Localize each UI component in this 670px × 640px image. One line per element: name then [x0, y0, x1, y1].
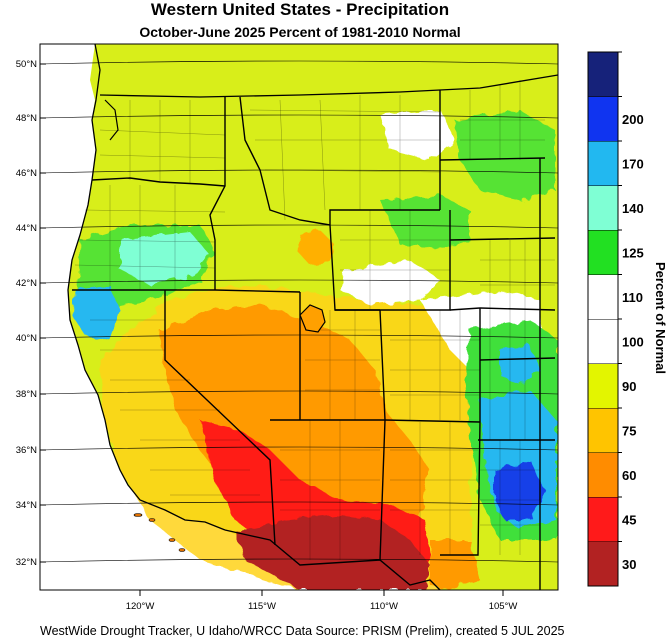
lon-label: 120°W [126, 601, 155, 612]
legend-label: 140 [622, 201, 644, 216]
lat-label: 38°N [16, 389, 37, 400]
legend-label: 60 [622, 468, 636, 483]
map-subtitle: October-June 2025 Percent of 1981-2010 N… [139, 24, 461, 40]
county-lines [74, 80, 555, 560]
legend-swatch [588, 363, 618, 408]
graticule [40, 60, 558, 563]
great-salt-lake [299, 304, 326, 333]
legend-swatch [588, 52, 618, 97]
zone-dry-southeast [430, 540, 480, 590]
latitude-ticks [40, 63, 46, 563]
puget-sound [104, 99, 119, 141]
zone-wet-aqua [120, 232, 210, 285]
zone-wet-northeast [455, 110, 555, 200]
lat-label: 34°N [16, 500, 37, 511]
legend-label: 45 [622, 512, 636, 527]
latitude-labels: 50°N 48°N 46°N 44°N 42°N 40°N 38°N 36°N … [16, 59, 37, 568]
map-title: Western United States - Precipitation [150, 0, 450, 19]
map-frame [39, 43, 559, 591]
legend-frame [587, 51, 619, 587]
lon-label: 105°W [489, 601, 518, 612]
legend-swatch [588, 185, 618, 230]
legend-label: 30 [622, 557, 636, 572]
state-boundaries [72, 90, 556, 590]
legend-label: 100 [622, 334, 644, 349]
legend-label: 200 [622, 112, 644, 127]
lon-label: 115°W [248, 601, 276, 612]
lat-label: 32°N [16, 557, 37, 568]
coastline [67, 44, 226, 531]
legend-swatch [588, 96, 618, 141]
legend-label: 75 [622, 423, 636, 438]
longitude-ticks [139, 590, 504, 596]
legend-swatch [588, 274, 618, 319]
legend-swatch [588, 141, 618, 186]
legend-label: 90 [622, 379, 636, 394]
legend-title: Percent of Normal [653, 262, 668, 374]
zone-normal-north [340, 260, 440, 305]
zone-wet-north [380, 195, 470, 250]
legend-swatch [588, 319, 618, 364]
zone-dry-north [298, 230, 335, 265]
longitude-labels: 120°W 115°W 110°W 105°W [126, 601, 518, 612]
legend-swatch [588, 541, 618, 586]
lat-label: 42°N [16, 278, 37, 289]
legend-colorbar: 30 45 60 75 90 100 110 125 140 170 200 [588, 51, 644, 586]
zone-wet-lightblue-west [72, 285, 120, 340]
legend-label: 125 [622, 245, 644, 260]
legend-label: 170 [622, 156, 644, 171]
lon-label: 110°W [370, 601, 398, 612]
lat-label: 40°N [16, 333, 37, 344]
legend-swatch [588, 408, 618, 453]
lat-label: 46°N [16, 168, 37, 179]
legend-swatch [588, 452, 618, 497]
channel-islands [133, 513, 186, 552]
canada-border [99, 74, 558, 98]
lat-label: 50°N [16, 59, 37, 70]
map-data-layer [40, 44, 558, 590]
lat-label: 48°N [16, 113, 37, 124]
legend-swatch [588, 230, 618, 275]
lat-label: 36°N [16, 445, 37, 456]
zone-normal-northwest [380, 110, 455, 160]
legend-swatch [588, 497, 618, 542]
map-footer: WestWide Drought Tracker, U Idaho/WRCC D… [40, 624, 565, 638]
lat-label: 44°N [16, 223, 37, 234]
legend-label: 110 [622, 290, 643, 305]
